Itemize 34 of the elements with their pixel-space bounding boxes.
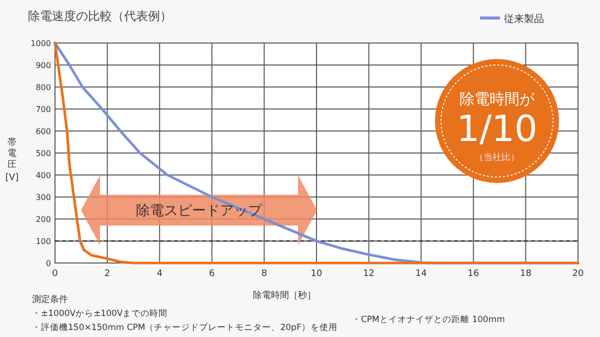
y-tick-label: 1000	[30, 39, 51, 48]
text: ・±1000Vから±100Vまでの時間	[32, 308, 168, 319]
x-tick-label: 18	[520, 269, 532, 279]
line-series	[54, 42, 580, 264]
x-tick-label: 20	[572, 269, 584, 279]
chart-title: 除電速度の比較（代表例）	[28, 9, 172, 23]
x-tick-label: 6	[209, 269, 216, 279]
x-tick-label: 10	[310, 269, 322, 279]
y-tick-label: 600	[36, 127, 51, 136]
annotation: （当社比）	[474, 152, 520, 163]
y-axis-title: 帯電圧 [V]	[5, 137, 19, 183]
text: ・CPMとイオナイザとの距離 100mm	[352, 314, 505, 325]
x-tick-label: 8	[261, 269, 268, 279]
x-tick-label: 14	[415, 269, 428, 279]
x-axis-title: 除電時間［秒］	[253, 290, 316, 301]
y-tick-label: 300	[36, 193, 51, 202]
y-tick-label: 800	[36, 83, 51, 92]
y-tick-label: 0	[46, 259, 51, 268]
y-tick-label: 700	[36, 105, 51, 114]
x-tick-label: 4	[156, 269, 163, 279]
y-tick-label: 400	[36, 171, 51, 180]
y-tick-label: 900	[36, 61, 51, 70]
x-tick-label: 2	[104, 269, 110, 279]
y-tick-label: 100	[36, 237, 51, 246]
y-tick-label: 500	[36, 149, 51, 158]
y-tick-label: 200	[36, 215, 51, 224]
x-tick-label: 12	[363, 269, 375, 279]
legend-label: 従来製品	[504, 13, 544, 25]
x-tick-label: 16	[468, 269, 480, 279]
annotation: 1/10	[456, 109, 538, 150]
x-tick-label: 0	[52, 269, 58, 279]
text: ・評価機150×150mm CPM（チャージドプレートモニター、20pF）を使用	[32, 322, 338, 333]
annotation: 除電時間が	[460, 90, 536, 108]
text: 測定条件	[32, 294, 68, 305]
